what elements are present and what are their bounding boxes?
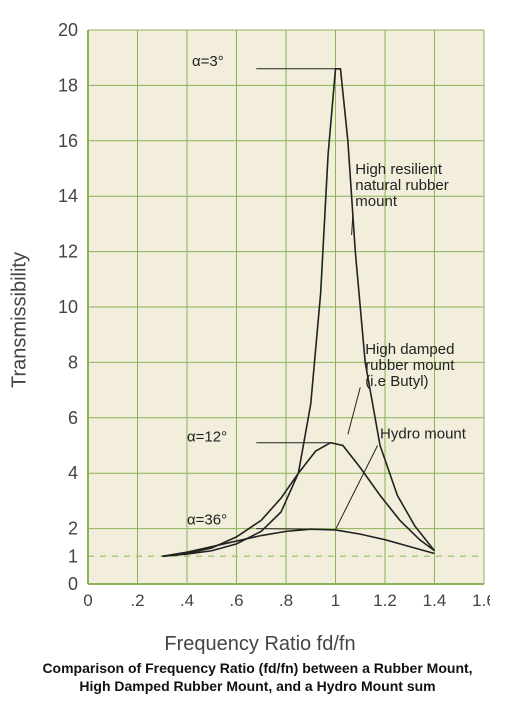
annotation-text: α=3° <box>192 53 224 70</box>
x-tick-label: 0 <box>83 591 92 610</box>
y-tick-label: 6 <box>68 408 78 428</box>
x-tick-label: .8 <box>279 591 293 610</box>
x-tick-label: 1.2 <box>373 591 397 610</box>
annotation-text: Hydro mount <box>380 426 467 443</box>
y-tick-label: 18 <box>58 75 78 95</box>
y-tick-label: 10 <box>58 297 78 317</box>
x-axis-label: Frequency Ratio fd/fn <box>164 633 355 656</box>
chart-container: Transmissibility 0124681012141618200.2.4… <box>30 20 490 620</box>
y-tick-label: 4 <box>68 463 78 483</box>
y-tick-label: 20 <box>58 20 78 40</box>
x-tick-label: 1 <box>331 591 340 610</box>
annotation-text: α=12° <box>187 428 227 445</box>
annotation-text: α=36° <box>187 511 227 528</box>
x-tick-label: .2 <box>130 591 144 610</box>
chart-caption: Comparison of Frequency Ratio (fd/fn) be… <box>0 659 515 695</box>
annotation-leader <box>256 529 310 530</box>
y-tick-label: 0 <box>68 574 78 594</box>
y-tick-label: 1 <box>68 546 78 566</box>
y-tick-label: 8 <box>68 352 78 372</box>
x-tick-label: .6 <box>229 591 243 610</box>
x-tick-label: 1.4 <box>423 591 447 610</box>
y-tick-label: 16 <box>58 131 78 151</box>
chart-svg: 0124681012141618200.2.4.6.811.21.41.6α=3… <box>30 20 490 620</box>
x-tick-label: 1.6 <box>472 591 490 610</box>
x-tick-label: .4 <box>180 591 194 610</box>
y-axis-label: Transmissibility <box>9 252 32 388</box>
y-tick-label: 12 <box>58 242 78 262</box>
y-tick-label: 14 <box>58 186 78 206</box>
y-tick-label: 2 <box>68 519 78 539</box>
